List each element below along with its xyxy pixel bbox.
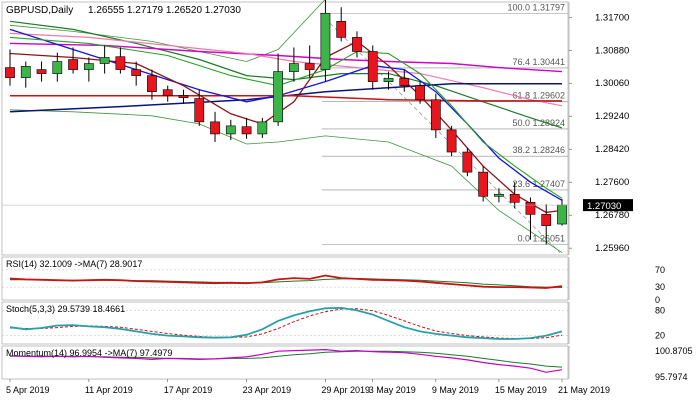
stoch-label: Stoch(5,3,3) 29.5739 18.4661 — [6, 304, 125, 314]
overlay-line-ma_magenta — [9, 42, 563, 73]
panel-frame-0 — [1, 1, 569, 256]
candle-body — [273, 71, 283, 123]
momentum-main-line — [9, 348, 563, 373]
current-price-label: 1.27030 — [587, 201, 621, 212]
candle-body — [509, 193, 520, 203]
fib-label: 23.6 1.27407 — [512, 179, 565, 189]
candle-body — [210, 121, 220, 135]
candle-body — [557, 204, 567, 225]
candle-body — [257, 121, 268, 135]
price-tick-label: 1.29240 — [595, 111, 629, 122]
candle-body — [99, 57, 110, 64]
candle-body — [478, 171, 489, 197]
candle-body — [131, 69, 142, 76]
candle-body — [462, 151, 473, 173]
x-tick-label: 5 Apr 2019 — [6, 385, 50, 395]
candle-body — [52, 61, 63, 74]
x-tick-label: 11 Apr 2019 — [85, 385, 133, 395]
overlay-line-ma_red — [10, 94, 562, 102]
price-tick-label: 1.31700 — [595, 12, 629, 23]
fib-label: 100.0 1.31797 — [507, 2, 565, 12]
candle-body — [320, 12, 331, 70]
price-tick-label: 1.30880 — [595, 45, 629, 56]
momentum-tick-label: 95.7974 — [655, 372, 688, 382]
rsi-tick-label: 70 — [655, 265, 665, 275]
panel-frame-2 — [1, 301, 569, 345]
stoch-tick-label: 20 — [655, 331, 665, 341]
rsi-tick-label: 30 — [655, 282, 665, 292]
candle-body — [241, 126, 252, 135]
rsi-tick-label: 0 — [655, 295, 660, 305]
candle-body — [415, 85, 425, 101]
candle-body — [68, 59, 78, 70]
price-tick-label: 1.28420 — [595, 144, 629, 155]
candle-body — [494, 193, 504, 197]
candle-body — [383, 78, 394, 82]
stoch-tick-label: 80 — [655, 305, 665, 315]
x-tick-label: 21 May 2019 — [558, 385, 610, 395]
candle-body — [289, 63, 299, 72]
momentum-tick-label: 100.8705 — [655, 346, 693, 356]
candle-body — [446, 129, 457, 153]
candle-body — [194, 98, 205, 123]
candle-body — [336, 21, 347, 38]
overlay-line-bb_lower — [9, 109, 563, 253]
candle-body — [178, 95, 189, 99]
candle-body — [115, 56, 126, 70]
current-price-box — [583, 199, 633, 212]
price-tick-label: 1.25960 — [595, 243, 629, 254]
x-tick-label: 17 Apr 2019 — [164, 385, 213, 395]
overlay-line-ma_darkred — [9, 40, 563, 214]
fib-label: 38.2 1.28246 — [512, 145, 565, 155]
candle-body — [399, 78, 410, 86]
momentum-label: Momentum(14) 96.9954 ->MA(7) 97.4979 — [6, 348, 172, 358]
candle-body — [430, 99, 441, 131]
price-tick-label: 1.26780 — [595, 210, 629, 221]
candle-body — [352, 37, 362, 52]
candle-body — [36, 69, 47, 74]
panel-frame-3 — [1, 345, 569, 380]
x-tick-label: 3 May 2019 — [369, 385, 416, 395]
price-tick-label: 1.27600 — [595, 177, 629, 188]
x-tick-label: 29 Apr 2019 — [321, 385, 370, 395]
rsi-label: RSI(14) 32.1009 ->MA(7) 28.9017 — [6, 259, 142, 269]
fib-trend-line — [319, 13, 561, 253]
candle-body — [162, 89, 173, 97]
candle-body — [5, 67, 15, 78]
candle-body — [225, 125, 236, 135]
price-tick-label: 1.30060 — [595, 78, 629, 89]
candle-body — [20, 66, 31, 78]
fib-label: 50.0 1.28924 — [512, 118, 565, 128]
candle-body — [525, 202, 536, 215]
candle-body — [541, 214, 552, 226]
x-tick-label: 23 Apr 2019 — [243, 385, 292, 395]
fib-label: 76.4 1.30441 — [512, 57, 565, 67]
candle-body — [147, 75, 157, 92]
x-tick-label: 9 May 2019 — [432, 385, 479, 395]
overlay-line-ma_navy — [9, 82, 562, 113]
overlay-line-bb_upper — [9, 0, 326, 62]
fib-label: 61.8 1.29602 — [512, 91, 565, 101]
panel-frame-1 — [1, 256, 569, 301]
candle-body — [83, 63, 94, 70]
overlay-line-ma_blue — [9, 28, 563, 201]
candle-body — [367, 51, 378, 82]
x-tick-label: 15 May 2019 — [495, 385, 547, 395]
rsi-main-line — [9, 274, 563, 289]
chart-symbol: GBPUSD,Daily — [6, 5, 73, 16]
candle-body — [304, 63, 315, 70]
stoch-main-line — [9, 306, 563, 340]
chart-ohlc: 1.26555 1.27179 1.26520 1.27030 — [88, 5, 241, 16]
